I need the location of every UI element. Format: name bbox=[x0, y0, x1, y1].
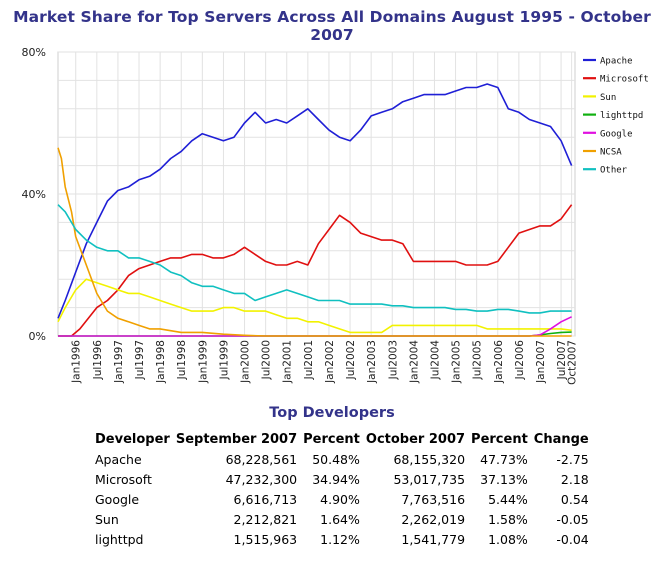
header-developer: Developer bbox=[95, 432, 170, 447]
cell-change: 2.18 bbox=[560, 472, 589, 487]
x-tick-label: Jan2006 bbox=[493, 340, 505, 384]
x-tick-label: Jan2001 bbox=[282, 340, 294, 384]
series-line-apache bbox=[57, 83, 573, 319]
cell-developer: Google bbox=[95, 492, 140, 507]
x-tick-label: Jul2000 bbox=[261, 340, 273, 380]
cell-sep-percent: 4.90% bbox=[320, 492, 360, 507]
legend-label: lighttpd bbox=[600, 111, 643, 121]
x-tick-label: Jul2006 bbox=[514, 340, 526, 381]
cell-sep-count: 47,232,300 bbox=[225, 472, 298, 487]
cell-developer: Apache bbox=[95, 452, 142, 467]
cell-sep-percent: 34.94% bbox=[312, 472, 360, 487]
legend-label: NCSA bbox=[600, 148, 622, 158]
header-percent-sep: Percent bbox=[303, 432, 360, 447]
y-tick-label: 80% bbox=[22, 46, 46, 59]
cell-developer: lighttpd bbox=[95, 532, 144, 547]
cell-oct-percent: 1.58% bbox=[488, 512, 528, 527]
cell-sep-count: 6,616,713 bbox=[233, 492, 298, 507]
cell-sep-count: 2,212,821 bbox=[233, 512, 298, 527]
cell-oct-percent: 47.73% bbox=[480, 452, 528, 467]
chart-title: Market Share for Top Servers Across All … bbox=[13, 8, 651, 44]
x-tick-label: Jul1997 bbox=[134, 340, 146, 380]
table-title: Top Developers bbox=[269, 405, 395, 421]
line-chart: 0% 40% 80% Jan1996 Jul1996 Jan1997 Jul1997 Jan1… bbox=[22, 46, 649, 385]
legend-label: Apache bbox=[600, 57, 633, 67]
cell-oct-count: 2,262,019 bbox=[401, 512, 466, 527]
legend-label: Google bbox=[600, 129, 633, 139]
x-tick-label: Jan2002 bbox=[324, 340, 336, 384]
x-tick-label: Jan2004 bbox=[408, 340, 420, 384]
cell-change: -0.05 bbox=[556, 512, 589, 527]
cell-oct-percent: 37.13% bbox=[480, 472, 528, 487]
x-tick-label: Jan2003 bbox=[366, 340, 378, 384]
x-tick-label: Jan2000 bbox=[240, 340, 252, 384]
cell-oct-percent: 5.44% bbox=[488, 492, 528, 507]
table-row: Google 6,616,713 4.90% 7,763,516 5.44% 0… bbox=[92, 491, 592, 511]
series-line-ncsa bbox=[57, 147, 572, 337]
table-row: lighttpd 1,515,963 1.12% 1,541,779 1.08%… bbox=[92, 531, 592, 551]
x-tick-label: Jan2007 bbox=[535, 340, 547, 384]
x-tick-label: Jan1998 bbox=[155, 340, 167, 384]
x-tick-label: Jan1996 bbox=[71, 340, 83, 384]
x-tick-label: Jul2007 bbox=[556, 340, 568, 380]
y-tick-label: 40% bbox=[22, 188, 46, 201]
table-row: Microsoft 47,232,300 34.94% 53,017,735 3… bbox=[92, 471, 592, 491]
legend-label: Sun bbox=[600, 93, 616, 103]
header-percent-oct: Percent bbox=[471, 432, 528, 447]
cell-sep-percent: 1.64% bbox=[320, 512, 360, 527]
cell-sep-percent: 50.48% bbox=[312, 452, 360, 467]
x-tick-label: Jul2002 bbox=[345, 340, 357, 380]
cell-oct-count: 68,155,320 bbox=[393, 452, 466, 467]
cell-change: 0.54 bbox=[560, 492, 589, 507]
legend-label: Other bbox=[600, 166, 628, 176]
cell-sep-count: 68,228,561 bbox=[225, 452, 298, 467]
cell-change: -0.04 bbox=[556, 532, 589, 547]
header-october-2007: October 2007 bbox=[365, 432, 466, 447]
x-tick-label: Oct2007 bbox=[567, 340, 579, 385]
cell-developer: Sun bbox=[95, 512, 119, 527]
x-tick-label: Jul1999 bbox=[218, 340, 230, 380]
header-september-2007: September 2007 bbox=[175, 432, 298, 447]
x-tick-label: Jul2005 bbox=[472, 340, 484, 380]
x-tick-label: Jul2001 bbox=[303, 340, 315, 380]
cell-change: -2.75 bbox=[556, 452, 589, 467]
top-developers-table: Developer September 2007 Percent October… bbox=[92, 432, 592, 551]
x-tick-label: Jul1996 bbox=[92, 340, 104, 381]
cell-oct-count: 1,541,779 bbox=[401, 532, 466, 547]
x-tick-label: Jan2005 bbox=[451, 340, 463, 384]
x-tick-label: Jul2003 bbox=[387, 340, 399, 380]
series-line-other bbox=[57, 204, 572, 314]
header-change: Change bbox=[533, 432, 589, 447]
x-tick-label: Jan1999 bbox=[197, 340, 209, 384]
x-tick-label: Jan1997 bbox=[113, 340, 125, 384]
cell-developer: Microsoft bbox=[95, 472, 152, 487]
cell-oct-count: 53,017,735 bbox=[393, 472, 466, 487]
cell-oct-count: 7,763,516 bbox=[401, 492, 466, 507]
table-row: Apache 68,228,561 50.48% 68,155,320 47.7… bbox=[92, 451, 592, 471]
table-header-row: Developer September 2007 Percent October… bbox=[92, 432, 592, 451]
series-line-microsoft bbox=[58, 204, 573, 337]
table-row: Sun 2,212,821 1.64% 2,262,019 1.58% -0.0… bbox=[92, 511, 592, 531]
cell-oct-percent: 1.08% bbox=[488, 532, 528, 547]
x-tick-label: Jul1998 bbox=[176, 340, 188, 380]
legend-label: Microsoft bbox=[600, 75, 649, 85]
series-line-sun bbox=[57, 278, 572, 334]
x-tick-label: Jul2004 bbox=[429, 340, 441, 381]
cell-sep-count: 1,515,963 bbox=[233, 532, 298, 547]
cell-sep-percent: 1.12% bbox=[320, 532, 360, 547]
y-tick-label: 0% bbox=[29, 330, 46, 343]
